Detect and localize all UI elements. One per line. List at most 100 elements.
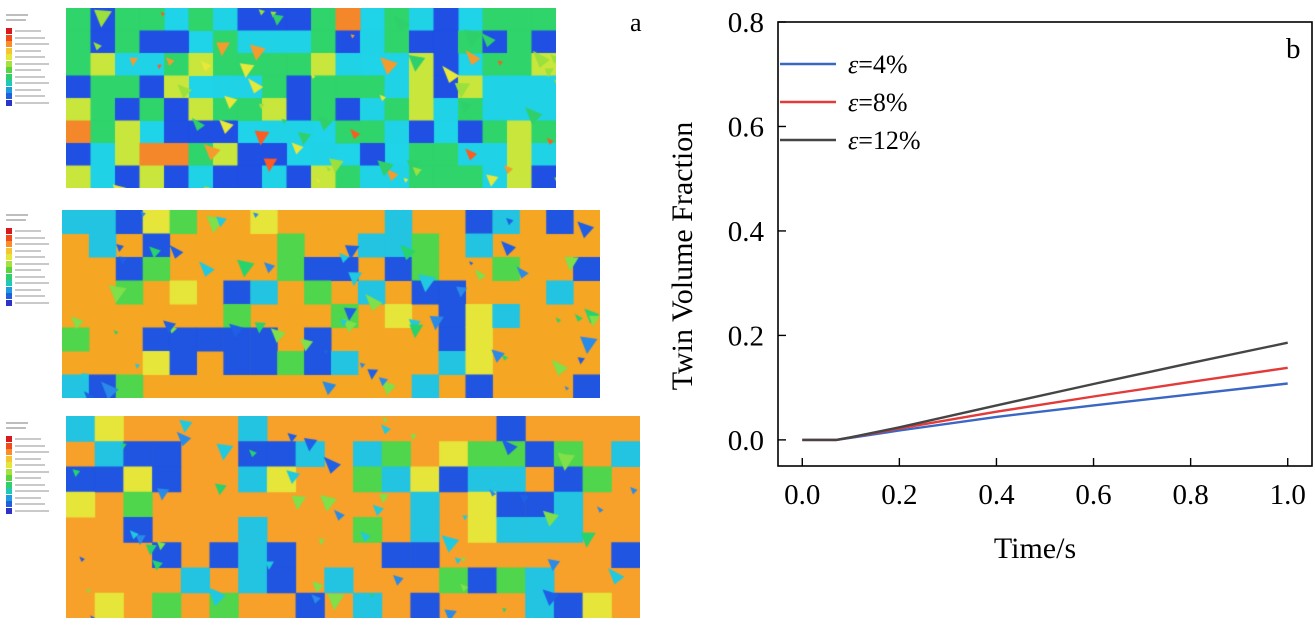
series-line (802, 341, 1288, 442)
legend-tick-line (15, 301, 49, 304)
legend-tick-line (15, 243, 49, 245)
legend-swatch (6, 34, 12, 41)
legend-tick-line (15, 49, 41, 52)
legend-tick-line (15, 451, 49, 453)
legend-swatch (6, 475, 12, 481)
legend-swatch (6, 28, 12, 34)
y-axis-label: Twin Volume Fraction (666, 122, 699, 390)
legend-tick-line (15, 295, 45, 297)
legend-swatch (6, 93, 12, 99)
legend-tick-line (15, 88, 41, 91)
legend-swatch (6, 247, 12, 254)
legend-tick-line (15, 69, 41, 71)
x-tick-label: 0.6 (1075, 479, 1111, 511)
legend-header-line (6, 19, 26, 21)
legend-tick-line (15, 236, 45, 239)
x-tick-label: 0.8 (1173, 479, 1209, 511)
legend-tick-line (15, 75, 45, 78)
legend-tick-line (15, 275, 45, 278)
x-tick-label: 0.0 (784, 479, 820, 511)
legend-tick-line (15, 30, 41, 32)
legend-swatch (6, 286, 12, 293)
contour-plot-2 (62, 210, 600, 398)
legend-tick-line (15, 62, 49, 65)
legend-tick-line (15, 464, 45, 466)
legend-tick-line (15, 95, 45, 97)
legend-swatch (6, 481, 12, 488)
legend-header-line (6, 427, 26, 429)
legend-swatch (6, 436, 12, 442)
legend-tick-line (15, 82, 49, 84)
contour-plot-1 (66, 8, 556, 188)
x-tick-label: 0.2 (881, 479, 917, 511)
legend-swatch (6, 234, 12, 241)
legend-label: ε=4% (848, 50, 908, 79)
legend-tick-line (15, 36, 45, 39)
legend-swatch (6, 73, 12, 80)
legend-tick-line (15, 496, 41, 499)
panel-a-label: a (630, 8, 642, 37)
legend-tick-line (15, 256, 45, 258)
legend-swatch (6, 273, 12, 280)
legend-swatch (6, 228, 12, 234)
legend-header-line (6, 214, 28, 216)
legend-tick-line (15, 438, 41, 440)
legend-tick-line (15, 457, 41, 460)
legend-tick-line (15, 269, 41, 271)
legend-swatch (6, 501, 12, 507)
legend-label: ε=12% (848, 126, 921, 155)
legend-swatch (6, 449, 12, 455)
legend-header-line (6, 422, 28, 424)
legend-swatch (6, 80, 12, 86)
y-tick-label: 0.0 (728, 425, 764, 457)
plot-frame (777, 21, 1313, 467)
y-tick-label: 0.2 (728, 320, 764, 352)
y-tick-label: 0.4 (728, 216, 765, 248)
legend-tick-line (15, 490, 49, 492)
legend-tick-line (15, 262, 49, 265)
legend-tick-line (15, 470, 49, 473)
legend-tick-line (15, 56, 45, 58)
contour-legend-3 (6, 422, 62, 522)
legend-swatch (6, 507, 12, 514)
legend-tick-line (15, 483, 45, 486)
legend-swatch (6, 47, 12, 54)
legend-tick-line (15, 503, 45, 505)
legend-swatch (6, 293, 12, 299)
legend-swatch (6, 455, 12, 462)
legend-tick-line (15, 477, 41, 479)
legend-swatch (6, 67, 12, 73)
contour-legend-2 (6, 214, 62, 314)
legend-swatch (6, 299, 12, 306)
legend-header-line (6, 219, 26, 221)
legend-swatch (6, 280, 12, 286)
legend-swatch (6, 260, 12, 267)
legend-swatch (6, 254, 12, 260)
legend-swatch (6, 488, 12, 494)
contour-legend-1 (6, 14, 62, 106)
legend-swatch (6, 462, 12, 468)
legend-header-line (6, 14, 28, 16)
legend-swatch (6, 60, 12, 67)
legend-swatch (6, 241, 12, 247)
legend-swatch (6, 99, 12, 106)
legend-tick-line (15, 230, 41, 232)
legend-tick-line (15, 249, 41, 252)
x-tick-label: 1.0 (1270, 479, 1306, 511)
legend-swatch (6, 267, 12, 273)
legend-tick-line (15, 288, 41, 291)
legend-swatch (6, 41, 12, 47)
legend-tick-line (15, 101, 49, 104)
twin-fraction-chart: 0.0 0.2 0.4 0.6 0.8 1.0 0.0 0.2 0.4 0.6 0.8 Time/s T… (666, 7, 1313, 565)
x-tick-label: 0.4 (978, 479, 1015, 511)
panel-b-label: b (1286, 33, 1301, 65)
y-tick-label: 0.6 (728, 111, 764, 143)
legend-swatch (6, 54, 12, 60)
legend-tick-line (15, 444, 45, 447)
legend-swatch (6, 442, 12, 449)
legend-tick-line (15, 43, 49, 45)
legend-tick-line (15, 282, 49, 284)
contour-plot-3 (66, 416, 640, 618)
y-tick-label: 0.8 (728, 7, 764, 39)
x-axis-label: Time/s (994, 532, 1076, 565)
